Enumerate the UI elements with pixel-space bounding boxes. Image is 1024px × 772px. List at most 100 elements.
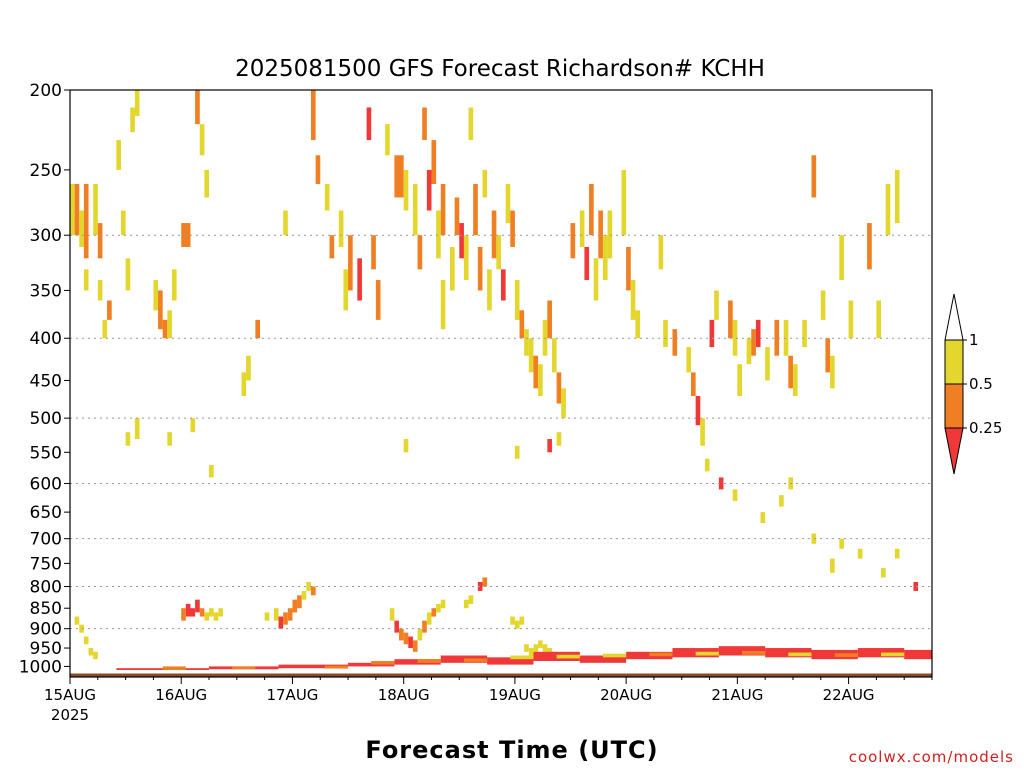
heatmap-cell	[649, 652, 673, 657]
heatmap-cell	[524, 329, 529, 356]
heatmap-cell	[310, 586, 316, 596]
heatmap-cell	[788, 355, 793, 389]
y-tick-label: 800	[30, 577, 62, 597]
legend-swatch-0.25-0.5	[944, 383, 964, 429]
heatmap-cell	[278, 616, 284, 629]
heatmap-cell	[209, 465, 214, 478]
heatmap-cell	[524, 644, 529, 652]
heatmap-cell	[246, 355, 251, 381]
heatmap-cell	[496, 235, 501, 270]
heatmap-cell	[107, 300, 112, 320]
heatmap-cell	[894, 169, 900, 224]
heatmap-cell	[894, 548, 900, 559]
heatmap-cell	[602, 235, 608, 281]
heatmap-cell	[218, 608, 223, 617]
legend-label: 1	[969, 331, 979, 349]
heatmap-cell	[199, 124, 205, 156]
heatmap-cell	[686, 347, 692, 373]
heatmap-cell	[779, 495, 784, 507]
heatmap-cell	[746, 338, 752, 365]
legend-swatch-gt1	[944, 293, 964, 341]
heatmap-cell	[195, 599, 200, 613]
heatmap-cell	[74, 616, 80, 625]
heatmap-cell	[839, 538, 844, 549]
heatmap-cell	[561, 388, 566, 419]
heatmap-cell	[338, 210, 344, 247]
heatmap-cell	[417, 235, 423, 270]
heatmap-cell	[802, 319, 807, 348]
heatmap-cell	[375, 280, 381, 320]
heatmap-cell	[468, 595, 474, 604]
y-tick-label: 700	[30, 530, 62, 550]
heatmap-cell	[301, 590, 307, 600]
heatmap-cell	[792, 364, 798, 397]
heatmap-cell	[755, 319, 761, 348]
heatmap-cell	[510, 210, 515, 247]
heatmap-cell	[408, 636, 413, 649]
x-tick-label: 16AUG	[155, 686, 207, 704]
heatmap-cell	[695, 396, 701, 426]
heatmap-cell	[820, 290, 826, 320]
heatmap-cell	[153, 280, 159, 311]
heatmap-cell	[190, 608, 196, 617]
heatmap-cell	[422, 620, 427, 633]
heatmap-cell	[593, 258, 599, 301]
heatmap-cell	[463, 599, 469, 609]
heatmap-cell	[125, 432, 131, 446]
heatmap-cell	[487, 657, 534, 665]
heatmap-cell	[514, 280, 520, 320]
heatmap-cell	[607, 210, 613, 259]
heatmap-cell	[737, 364, 742, 397]
x-axis: 15AUG 2025 16AUG 17AUG 18AUG 19AUG 20AUG 21AUG 2…	[44, 677, 933, 724]
x-tick-label: 18AUG	[378, 686, 430, 704]
y-tick-label: 300	[30, 226, 62, 246]
y-tick-label: 650	[30, 503, 62, 523]
x-tick-sublabel: 2025	[51, 706, 89, 724]
heatmap-cell	[463, 658, 488, 663]
heatmap-cell	[788, 652, 812, 657]
heatmap-cell	[528, 648, 534, 656]
heatmap-cell	[74, 183, 80, 236]
heatmap-cell	[732, 489, 738, 501]
heatmap-cell	[162, 666, 186, 670]
heatmap-cell	[881, 568, 886, 578]
heatmap-cell	[881, 652, 905, 657]
heatmap-cell	[195, 90, 200, 125]
heatmap-cell	[459, 223, 464, 259]
heatmap-cell	[501, 269, 506, 301]
heatmap-cell	[635, 310, 641, 339]
y-tick-label: 400	[30, 329, 62, 349]
heatmap-cell	[273, 608, 279, 621]
heatmap-cell	[547, 300, 552, 339]
heatmap-cell	[700, 418, 705, 446]
heatmap-cell	[278, 664, 349, 669]
heatmap-cell	[704, 458, 710, 472]
heatmap-cell	[570, 223, 576, 259]
heatmap-cell	[658, 235, 664, 270]
heatmap-cell	[190, 418, 196, 433]
heatmap-cell	[589, 183, 594, 236]
heatmap-cell	[306, 581, 311, 591]
heatmap-cell	[533, 355, 539, 389]
heatmap-cell	[811, 155, 817, 198]
heatmap-cell	[542, 644, 548, 652]
heatmap-cell	[385, 124, 390, 156]
heatmap-cell	[718, 646, 766, 656]
cells-layer	[70, 90, 932, 670]
heatmap-cell	[913, 581, 919, 591]
heatmap-cell	[732, 319, 738, 356]
y-tick-label: 200	[30, 81, 62, 101]
x-tick-label: 21AUG	[711, 686, 763, 704]
heatmap-cell	[751, 329, 756, 356]
heatmap-cell	[436, 210, 441, 259]
heatmap-cell	[440, 183, 446, 236]
heatmap-cell	[579, 655, 627, 663]
heatmap-cell	[426, 612, 432, 625]
heatmap-cell	[718, 477, 724, 490]
heatmap-cell	[774, 319, 780, 356]
heatmap-cell	[839, 235, 844, 281]
x-tick-label: 19AUG	[489, 686, 541, 704]
heatmap-cell	[510, 655, 534, 660]
legend-swatch-0.5-1	[944, 339, 964, 385]
credit-text: coolwx.com/models	[849, 748, 1014, 766]
